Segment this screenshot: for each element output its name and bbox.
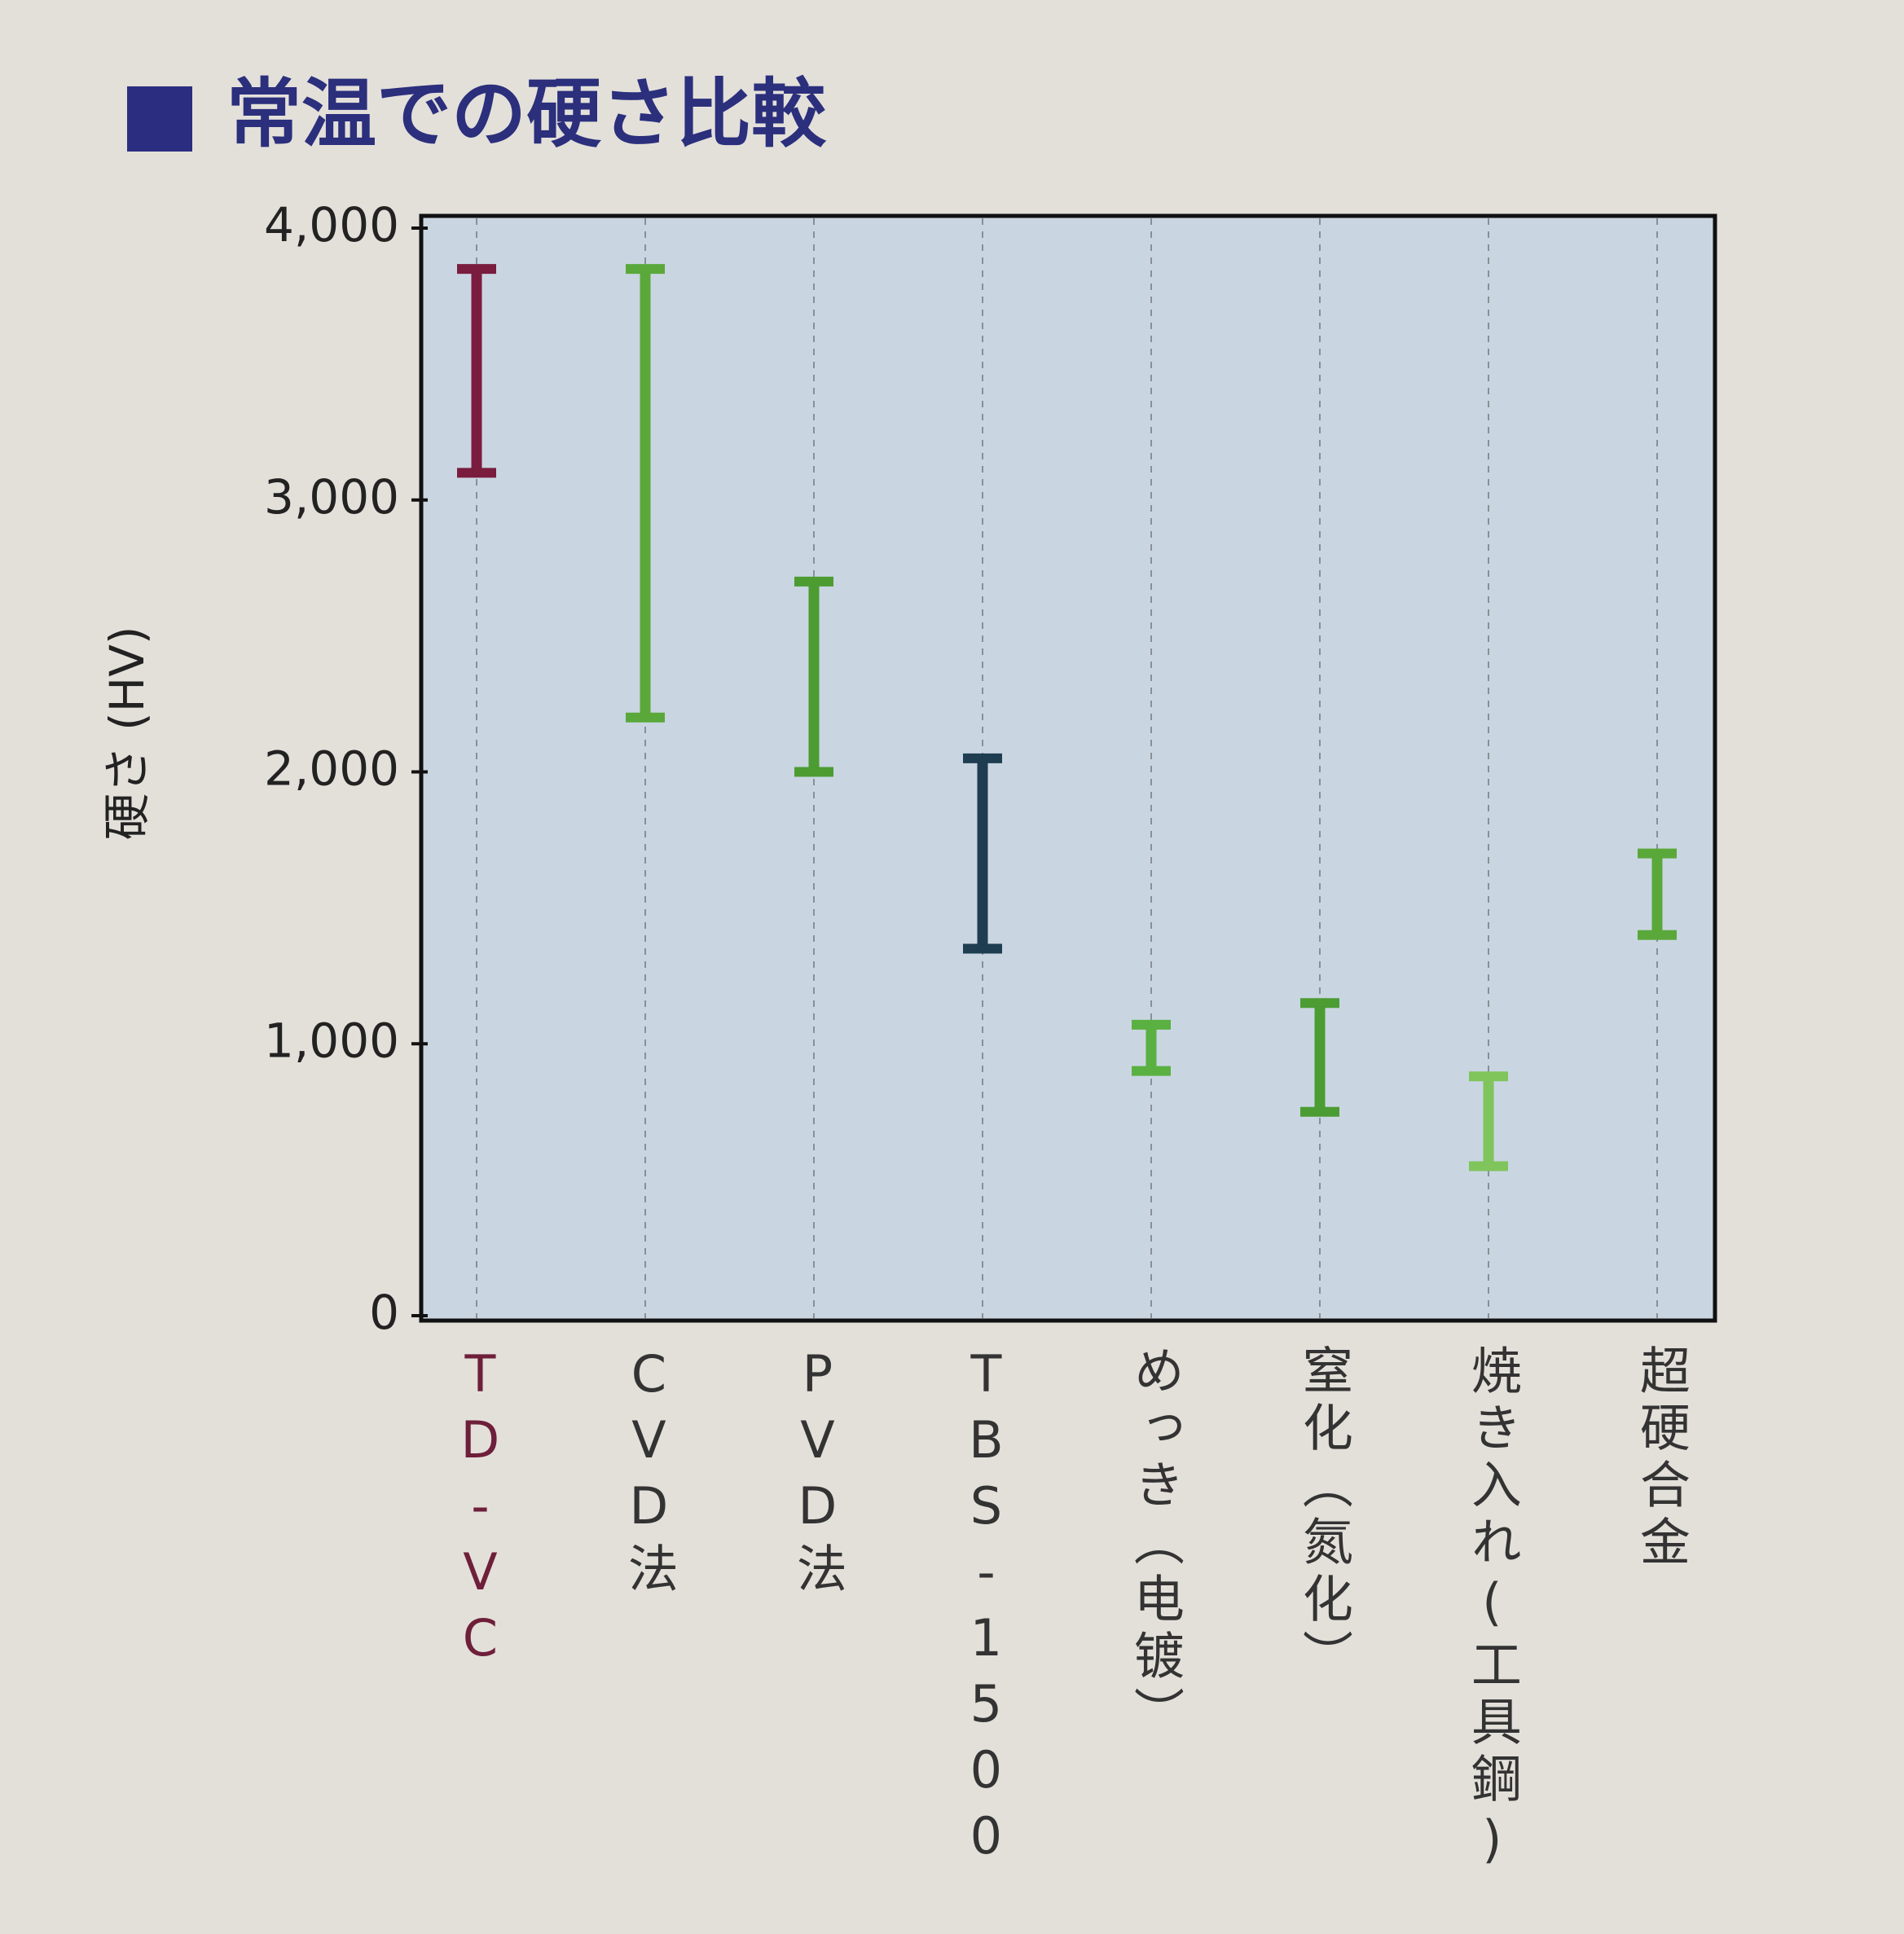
y-axis-label: 硬さ (HV) [99, 626, 155, 841]
y-tick-label: 0 [369, 1285, 399, 1340]
x-tick-label: PVD法 [788, 1344, 847, 1599]
y-tick-label: 2,000 [264, 741, 399, 797]
x-tick-label: 窒化（氮化） [1294, 1344, 1353, 1686]
x-tick-label: TD-VC [451, 1344, 510, 1674]
y-tick-label: 3,000 [264, 469, 399, 525]
x-tick-label: 超硬合金 [1631, 1344, 1691, 1572]
title-icon [127, 86, 192, 152]
plot-area [419, 213, 1717, 1323]
x-tick-label: CVD法 [619, 1344, 679, 1599]
x-tick-label: めっき（电镀） [1125, 1344, 1185, 1743]
chart-title: 常温での硬さ比較 [226, 70, 827, 157]
x-tick-label: 焼き入れ(工具鋼) [1462, 1344, 1522, 1875]
y-tick-label: 4,000 [264, 197, 399, 253]
x-tick-label: TBS-1500 [956, 1344, 1016, 1872]
y-tick-label: 1,000 [264, 1013, 399, 1068]
